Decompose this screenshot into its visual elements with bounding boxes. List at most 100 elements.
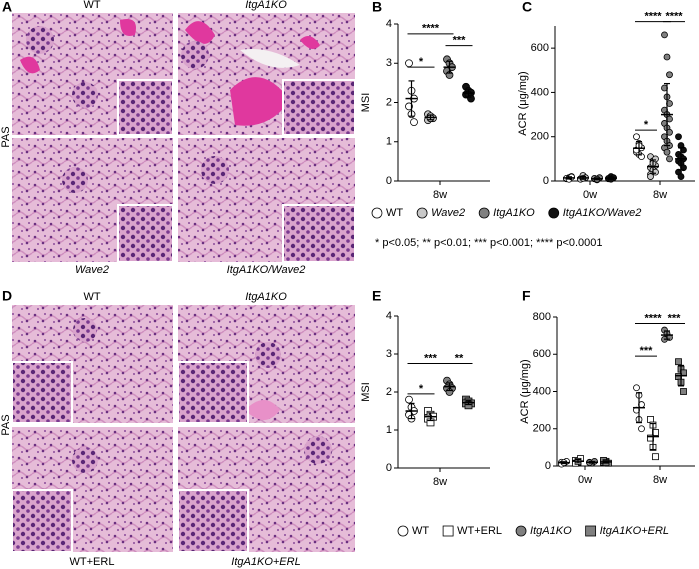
image-label: Wave2 [75,264,109,276]
legend-marker [478,207,490,219]
significance-label: ** [455,352,464,364]
point [663,53,671,61]
y-tick-label: 1 [386,424,392,436]
legend-label: WT [412,525,429,537]
point [405,102,413,111]
significance-label: **** [422,23,440,35]
panel-label: A [2,0,12,15]
y-axis-label: ACR (μg/mg) [517,71,529,135]
glomerulus [62,167,88,193]
inset [282,204,356,263]
glomerulus [26,26,54,54]
panel-label: E [372,288,381,304]
point [633,133,640,141]
cast [20,19,320,126]
legend-label: ItgA1KO+ERL [600,525,669,537]
panel-label: D [2,288,12,304]
x-tick-label: 0w [578,474,592,486]
glomerulus [201,156,229,184]
significance-label: * [419,383,424,395]
point [675,358,682,366]
y-tick-label: 0 [386,462,392,474]
legend-marker [371,207,383,219]
glomerulus [72,447,98,473]
x-tick-label: 0w [583,189,597,201]
significance-label: *** [424,352,438,364]
glomerulus [304,436,332,464]
point [677,173,685,180]
legend-label: ItgA1KO/Wave2 [563,207,642,219]
y-axis-label: MSI [360,93,372,113]
y-tick-label: 0 [543,175,549,187]
point [663,148,671,156]
y-tick-label: 200 [531,131,549,143]
y-tick-label: 800 [533,311,551,323]
y-axis-label: MSI [360,382,372,402]
image-label: ItgA1KO [245,0,287,11]
inset [11,361,73,424]
image-label: WT [83,291,100,303]
image-label: WT [83,0,100,11]
point [666,155,673,163]
point [652,453,659,461]
legend-marker [585,525,597,537]
y-tick-label: 600 [531,42,549,54]
glomerulus [72,82,98,108]
y-tick-label: 400 [531,86,549,98]
y-tick-label: 400 [533,385,551,397]
point [410,118,418,127]
point [661,31,668,39]
image-label: ItgA1KO/Wave2 [227,264,306,276]
y-tick-label: 4 [386,18,392,30]
significance-label: * [419,56,424,68]
legend-label: ItgA1KO [530,525,572,537]
inset [117,79,174,136]
glomerulus [181,41,209,69]
legend-label: WT+ERL [457,525,502,537]
panel-label: F [522,288,531,304]
significance-label: * [644,119,649,131]
y-tick-label: 3 [386,57,392,69]
histology-d [11,305,355,553]
y-tick-label: 200 [533,423,551,435]
inset [282,79,356,136]
significance-label: **** [644,312,662,324]
y-tick-label: 1 [386,136,392,148]
significance-label: *** [640,345,654,357]
legend-marker [442,525,454,537]
panel-label: B [372,0,382,15]
point [647,416,654,423]
y-tick-label: 3 [386,348,392,360]
point [647,173,654,180]
glomerulus [73,318,97,342]
legend-label: WT [386,207,403,219]
point [633,384,640,392]
y-tick-label: 2 [386,386,392,398]
point [405,59,413,68]
inset [177,361,249,424]
inset [11,489,73,553]
significance-label: **** [644,10,662,22]
legend-marker [397,525,409,537]
point [680,388,687,395]
y-tick-label: 600 [533,348,551,360]
legend-marker [548,207,560,219]
y-tick-label: 2 [386,96,392,108]
glomerulus [255,342,281,368]
inset [117,204,174,263]
significance-label: *** [453,34,467,46]
stain-label: PAS [0,414,12,435]
point [675,133,682,141]
x-tick-label: 8w [433,189,447,201]
y-tick-label: 0 [386,175,392,187]
lumen [240,49,300,68]
legend-label: Wave2 [431,207,465,219]
point [666,71,673,79]
significance-label: **** [665,10,683,22]
panel-label: C [522,0,532,15]
inset [177,489,249,553]
legend-marker [416,207,428,219]
x-tick-label: 8w [433,476,447,488]
legend-label: ItgA1KO [493,207,535,219]
